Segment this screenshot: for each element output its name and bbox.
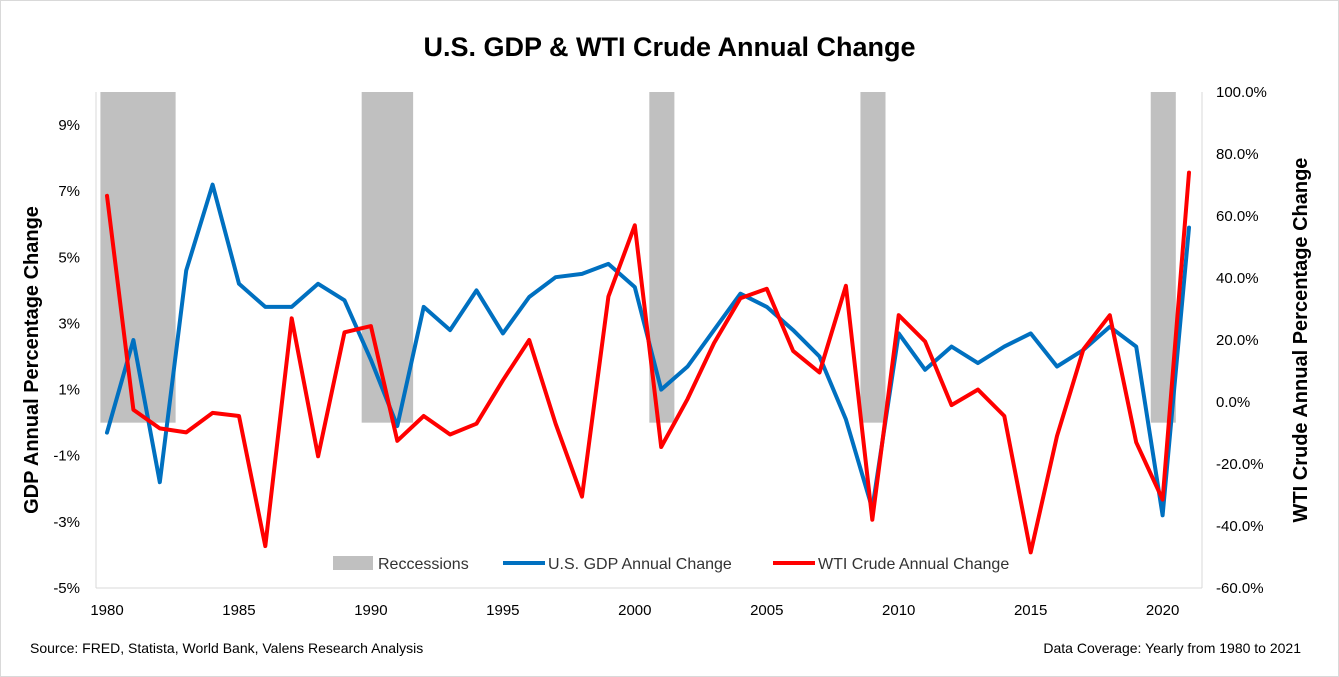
right-tick-label: -60.0% xyxy=(1216,580,1264,597)
right-tick-label: -20.0% xyxy=(1216,456,1264,473)
legend-swatch-recession xyxy=(333,556,373,570)
left-tick-label: -5% xyxy=(53,580,80,597)
right-axis-title: WTI Crude Annual Percentage Change xyxy=(1290,158,1312,523)
right-tick-label: 100.0% xyxy=(1216,84,1267,101)
right-tick-label: 80.0% xyxy=(1216,146,1259,163)
axes xyxy=(95,92,1203,589)
x-tick-label: 2010 xyxy=(882,602,915,619)
right-tick-label: 40.0% xyxy=(1216,270,1259,287)
legend-label: Reccessions xyxy=(378,556,469,573)
recession-band xyxy=(860,92,886,423)
x-tick-label: 1990 xyxy=(354,602,387,619)
left-tick-label: -1% xyxy=(53,448,80,465)
x-tick-label: 2000 xyxy=(618,602,651,619)
chart-title: U.S. GDP & WTI Crude Annual Change xyxy=(423,32,916,62)
x-tick-label: 2020 xyxy=(1146,602,1179,619)
left-tick-label: 3% xyxy=(58,315,80,332)
right-tick-label: 0.0% xyxy=(1216,394,1250,411)
left-axis-title: GDP Annual Percentage Change xyxy=(21,206,43,514)
x-tick-label: 1985 xyxy=(222,602,255,619)
left-tick-label: 7% xyxy=(58,183,80,200)
legend: Reccessions U.S. GDP Annual Change WTI Cru… xyxy=(333,556,1009,573)
left-tick-label: 1% xyxy=(58,382,80,399)
x-tick-label: 2015 xyxy=(1014,602,1047,619)
axis-labels: 9% 7% 5% 3% 1% -1% -3% -5% 100.0% 80.0% 60.0% 40.0%… xyxy=(21,84,1312,619)
legend-label: U.S. GDP Annual Change xyxy=(548,556,732,573)
source-note: Source: FRED, Statista, World Bank, Vale… xyxy=(30,640,424,656)
left-tick-label: 9% xyxy=(58,117,80,134)
recession-band xyxy=(361,92,414,423)
right-tick-label: 20.0% xyxy=(1216,332,1259,349)
legend-label: WTI Crude Annual Change xyxy=(818,556,1009,573)
x-tick-label: 2005 xyxy=(750,602,783,619)
x-tick-label: 1980 xyxy=(90,602,123,619)
right-tick-label: -40.0% xyxy=(1216,518,1264,535)
left-tick-label: 5% xyxy=(58,249,80,266)
right-tick-label: 60.0% xyxy=(1216,208,1259,225)
x-tick-label: 1995 xyxy=(486,602,519,619)
wti-series-line xyxy=(105,170,1191,555)
left-tick-label: -3% xyxy=(53,514,80,531)
coverage-note: Data Coverage: Yearly from 1980 to 2021 xyxy=(1043,640,1301,656)
series-lines xyxy=(105,170,1191,555)
